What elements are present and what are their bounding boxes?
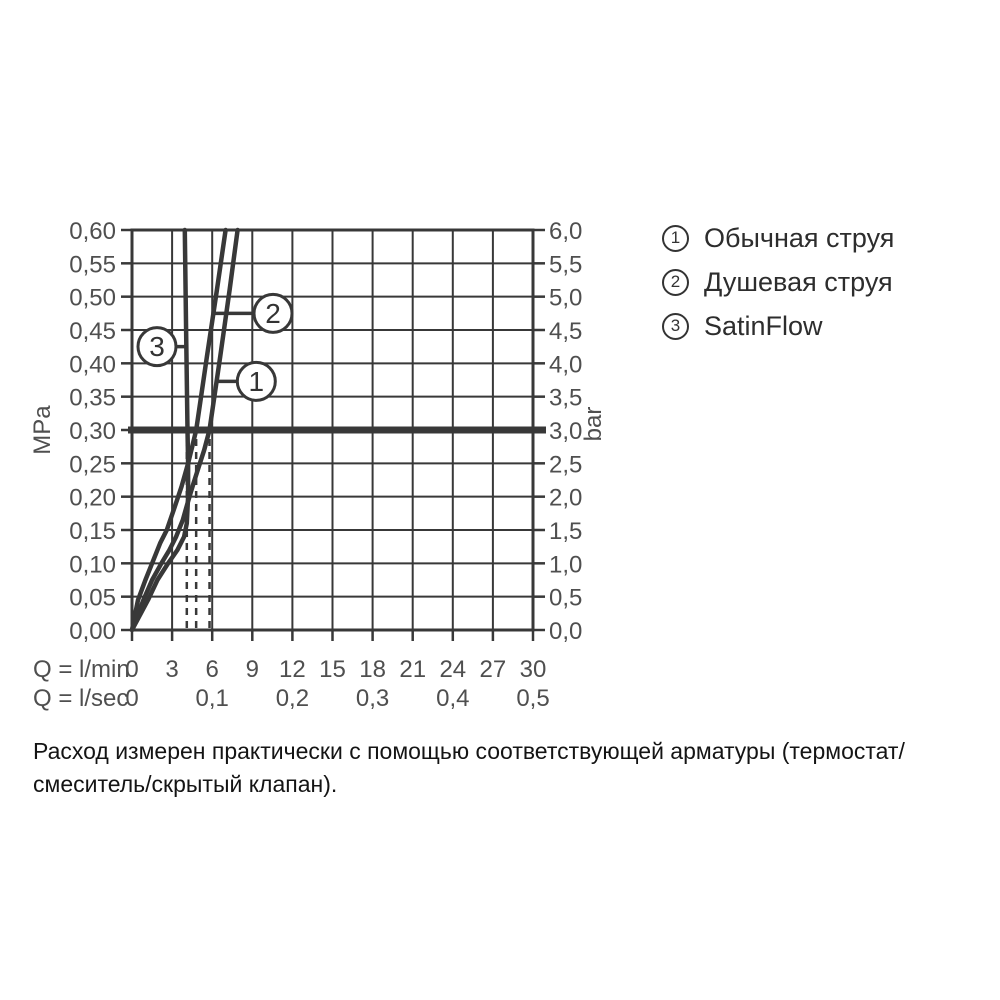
legend-item-2: 2 Душевая струя [662, 265, 894, 299]
caption: Расход измерен практически с помощью соо… [33, 735, 905, 801]
svg-text:12: 12 [279, 656, 306, 683]
svg-text:15: 15 [319, 656, 346, 683]
svg-text:bar: bar [580, 407, 607, 442]
svg-text:0,45: 0,45 [69, 318, 116, 345]
legend-number-circle-2: 2 [662, 268, 689, 296]
svg-text:4,0: 4,0 [549, 351, 582, 378]
svg-text:0,3: 0,3 [356, 685, 389, 712]
svg-text:0,00: 0,00 [69, 618, 116, 645]
svg-text:5,0: 5,0 [549, 285, 582, 312]
svg-text:0,55: 0,55 [69, 251, 116, 278]
grid-lines [132, 230, 533, 630]
svg-text:0,20: 0,20 [69, 485, 116, 512]
svg-text:3,5: 3,5 [549, 385, 582, 412]
curve-callout-2: 2 [212, 292, 294, 334]
curve-2 [129, 227, 228, 633]
caption-line-2: смеситель/скрытый клапан). [33, 771, 338, 797]
svg-text:0,60: 0,60 [69, 218, 116, 245]
svg-text:2: 2 [265, 298, 281, 329]
legend-item-1: 1 Обычная струя [662, 221, 894, 255]
svg-text:27: 27 [480, 656, 507, 683]
svg-text:1,0: 1,0 [549, 551, 582, 578]
legend-number-circle-1: 1 [662, 224, 689, 252]
svg-text:0,15: 0,15 [69, 518, 116, 545]
svg-text:0,2: 0,2 [276, 685, 309, 712]
svg-text:1,5: 1,5 [549, 518, 582, 545]
svg-text:0,1: 0,1 [196, 685, 229, 712]
svg-text:0,35: 0,35 [69, 385, 116, 412]
svg-text:0,30: 0,30 [69, 418, 116, 445]
svg-text:0,10: 0,10 [69, 551, 116, 578]
caption-line-1: Расход измерен практически с помощью соо… [33, 738, 905, 764]
legend-item-3: 3 SatinFlow [662, 309, 894, 343]
axis-unit-labels: MPa bar [29, 405, 607, 455]
svg-text:0: 0 [125, 656, 138, 683]
y-axis-left-labels: 0,60 0,55 0,50 0,45 0,40 0,35 0,30 0,25 0,20 0,15… [69, 218, 116, 645]
svg-text:21: 21 [399, 656, 426, 683]
svg-text:3: 3 [149, 331, 165, 362]
legend-label-2: Душевая струя [704, 266, 893, 297]
svg-text:0,50: 0,50 [69, 285, 116, 312]
svg-text:9: 9 [246, 656, 259, 683]
curve-callout-3: 3 [136, 326, 188, 368]
svg-text:0,4: 0,4 [436, 685, 469, 712]
flow-pressure-chart: 1230,600,550,500,450,400,350,300,250,200… [29, 218, 607, 712]
svg-text:0,5: 0,5 [516, 685, 549, 712]
svg-text:0,05: 0,05 [69, 585, 116, 612]
curve-3 [129, 227, 191, 633]
svg-text:Q = l/sec: Q = l/sec [33, 685, 128, 712]
svg-text:0: 0 [125, 685, 138, 712]
curve-callout-1: 1 [216, 360, 277, 402]
svg-text:Q = l/min: Q = l/min [33, 656, 130, 683]
svg-text:MPa: MPa [29, 405, 56, 455]
svg-text:30: 30 [520, 656, 547, 683]
svg-text:6: 6 [206, 656, 219, 683]
y-axis-right-labels: 6,0 5,5 5,0 4,5 4,0 3,5 3,0 2,5 2,0 1,5 1,0 0,5 0,0 [549, 218, 582, 645]
legend-number-circle-3: 3 [662, 312, 689, 340]
svg-text:0,25: 0,25 [69, 451, 116, 478]
svg-text:3: 3 [165, 656, 178, 683]
svg-text:4,5: 4,5 [549, 318, 582, 345]
svg-text:6,0: 6,0 [549, 218, 582, 245]
svg-text:2,0: 2,0 [549, 485, 582, 512]
svg-text:0,0: 0,0 [549, 618, 582, 645]
svg-text:18: 18 [359, 656, 386, 683]
svg-text:0,40: 0,40 [69, 351, 116, 378]
svg-text:3,0: 3,0 [549, 418, 582, 445]
legend-label-1: Обычная струя [704, 222, 895, 253]
svg-text:0,5: 0,5 [549, 585, 582, 612]
svg-text:1: 1 [249, 366, 265, 397]
svg-text:2,5: 2,5 [549, 451, 582, 478]
svg-text:5,5: 5,5 [549, 251, 582, 278]
svg-text:24: 24 [439, 656, 466, 683]
legend: 1 Обычная струя 2 Душевая струя 3 SatinF… [662, 221, 894, 343]
legend-label-3: SatinFlow [704, 310, 823, 341]
